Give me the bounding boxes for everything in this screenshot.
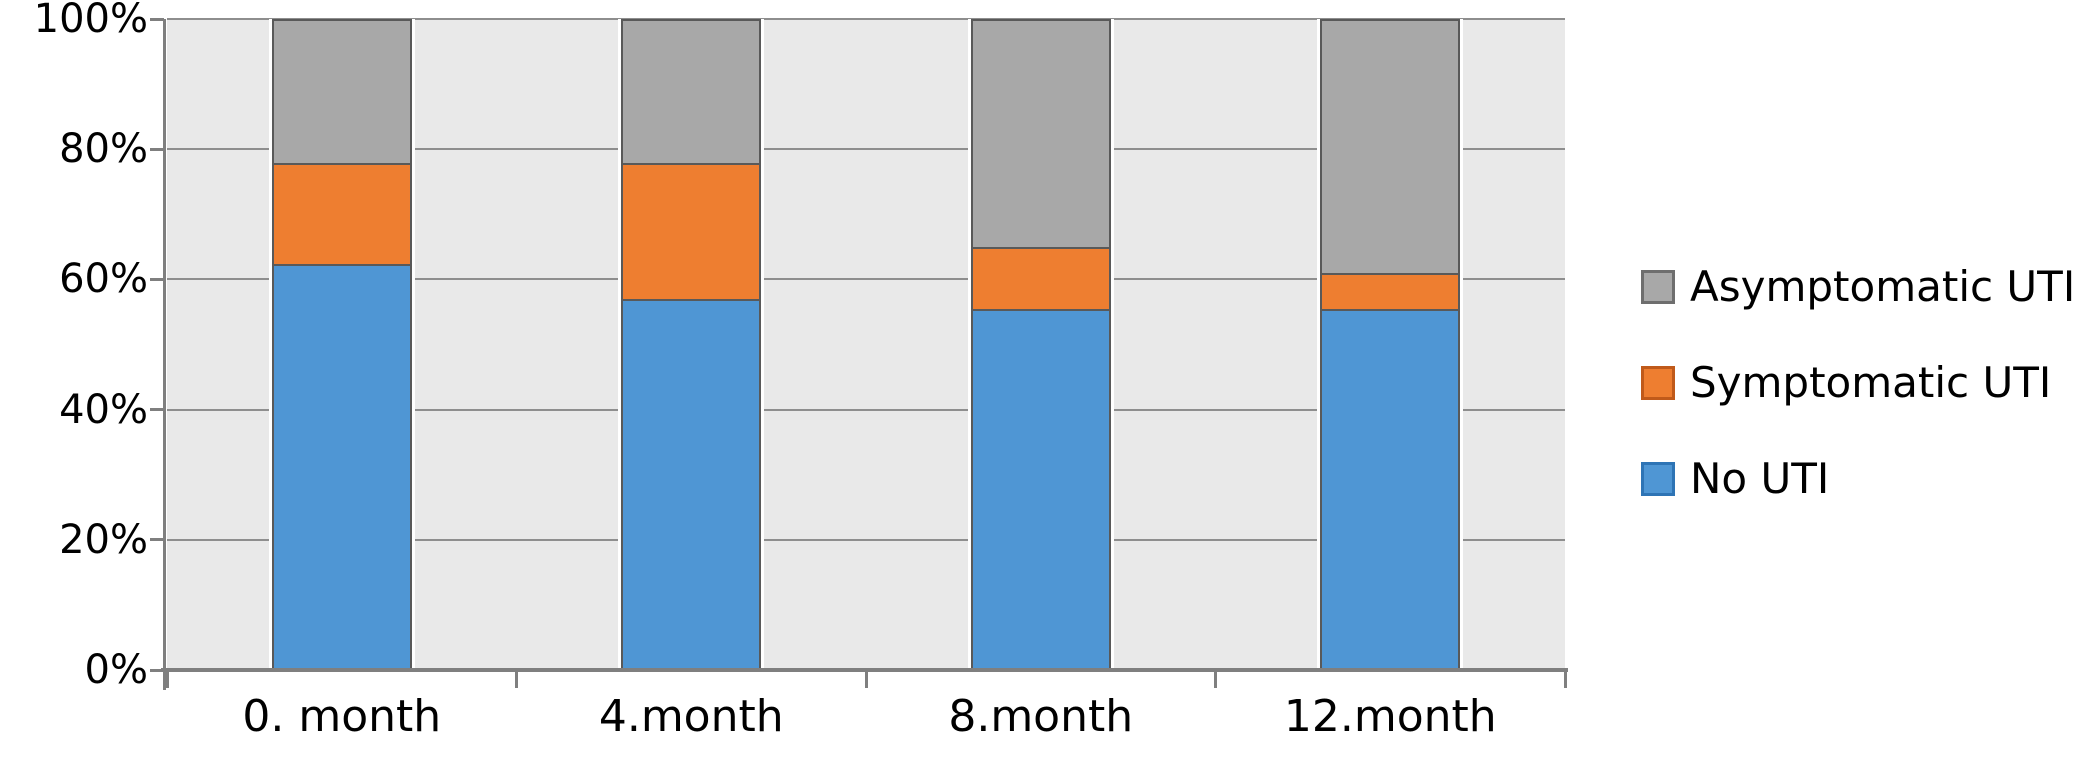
gridline-80pct bbox=[167, 148, 1565, 151]
y-axis-tick-100 bbox=[150, 17, 164, 21]
bar-separator bbox=[268, 19, 272, 670]
y-axis-label-60: 60% bbox=[59, 256, 148, 303]
x-axis-tick bbox=[864, 670, 868, 688]
y-axis-tick-0 bbox=[150, 668, 164, 672]
x-axis-label-0-month: 0. month bbox=[242, 691, 442, 742]
x-axis-label-8-month: 8.month bbox=[948, 691, 1134, 742]
legend-item-symptomatic-uti: Symptomatic UTI bbox=[1641, 362, 2075, 404]
legend-item-no-uti: No UTI bbox=[1641, 458, 2075, 500]
legend: Asymptomatic UTI Symptomatic UTI No UTI bbox=[1641, 266, 2075, 500]
bar-0-month bbox=[271, 19, 412, 670]
bar-separator bbox=[1317, 19, 1321, 670]
segment-symptomatic-uti-8-month bbox=[972, 247, 1109, 309]
legend-color-swatch-asymptomatic-uti bbox=[1641, 270, 1675, 304]
x-axis-tick bbox=[515, 670, 518, 688]
bar-separator bbox=[618, 19, 622, 670]
segment-symptomatic-uti-4-month bbox=[623, 163, 760, 300]
y-axis-label-40: 40% bbox=[59, 386, 148, 433]
gridline-60pct bbox=[167, 278, 1565, 281]
bar-separator bbox=[761, 19, 765, 670]
segment-no-uti-12-month bbox=[1322, 308, 1459, 668]
gridline-100pct bbox=[167, 18, 1565, 20]
y-axis-label-100: 100% bbox=[33, 0, 148, 42]
x-axis-tick bbox=[1563, 670, 1567, 688]
gridline-40pct bbox=[167, 408, 1565, 411]
bar-4-month bbox=[621, 19, 762, 670]
bar-12-month bbox=[1320, 19, 1461, 670]
segment-asymptomatic-uti-12-month bbox=[1322, 21, 1459, 274]
bar-8-month bbox=[970, 19, 1111, 670]
x-axis-label-4-month: 4.month bbox=[598, 691, 784, 742]
segment-no-uti-4-month bbox=[623, 299, 760, 668]
bar-separator bbox=[967, 19, 971, 670]
legend-item-asymptomatic-uti: Asymptomatic UTI bbox=[1641, 266, 2075, 308]
bar-separator bbox=[1110, 19, 1114, 670]
y-axis-line bbox=[163, 19, 166, 690]
gridline-20pct bbox=[167, 538, 1565, 541]
segment-asymptomatic-uti-4-month bbox=[623, 21, 760, 164]
x-axis-tick bbox=[1214, 670, 1217, 688]
legend-label-symptomatic-uti: Symptomatic UTI bbox=[1690, 358, 2052, 407]
segment-asymptomatic-uti-0-month bbox=[273, 21, 410, 164]
segment-symptomatic-uti-0-month bbox=[273, 163, 410, 264]
segment-asymptomatic-uti-8-month bbox=[972, 21, 1109, 248]
segment-no-uti-0-month bbox=[273, 263, 410, 668]
y-axis-label-0: 0% bbox=[84, 647, 148, 693]
legend-label-no-uti: No UTI bbox=[1690, 454, 1830, 503]
x-axis-label-12-month: 12.month bbox=[1283, 691, 1497, 742]
segment-no-uti-8-month bbox=[972, 308, 1109, 668]
y-axis-tick-60 bbox=[150, 277, 164, 281]
legend-label-asymptomatic-uti: Asymptomatic UTI bbox=[1690, 262, 2076, 311]
legend-color-swatch-no-uti bbox=[1641, 462, 1675, 496]
legend-color-swatch-symptomatic-uti bbox=[1641, 366, 1675, 400]
y-axis-tick-40 bbox=[150, 408, 164, 412]
y-axis-tick-80 bbox=[150, 147, 164, 151]
plot-area bbox=[167, 18, 1565, 670]
y-axis-label-20: 20% bbox=[59, 516, 148, 563]
segment-symptomatic-uti-12-month bbox=[1322, 273, 1459, 309]
x-axis-tick bbox=[165, 670, 169, 688]
bar-separator bbox=[1460, 19, 1464, 670]
y-axis-label-80: 80% bbox=[59, 126, 148, 173]
y-axis-tick-20 bbox=[150, 538, 164, 542]
bar-separator bbox=[411, 19, 415, 670]
